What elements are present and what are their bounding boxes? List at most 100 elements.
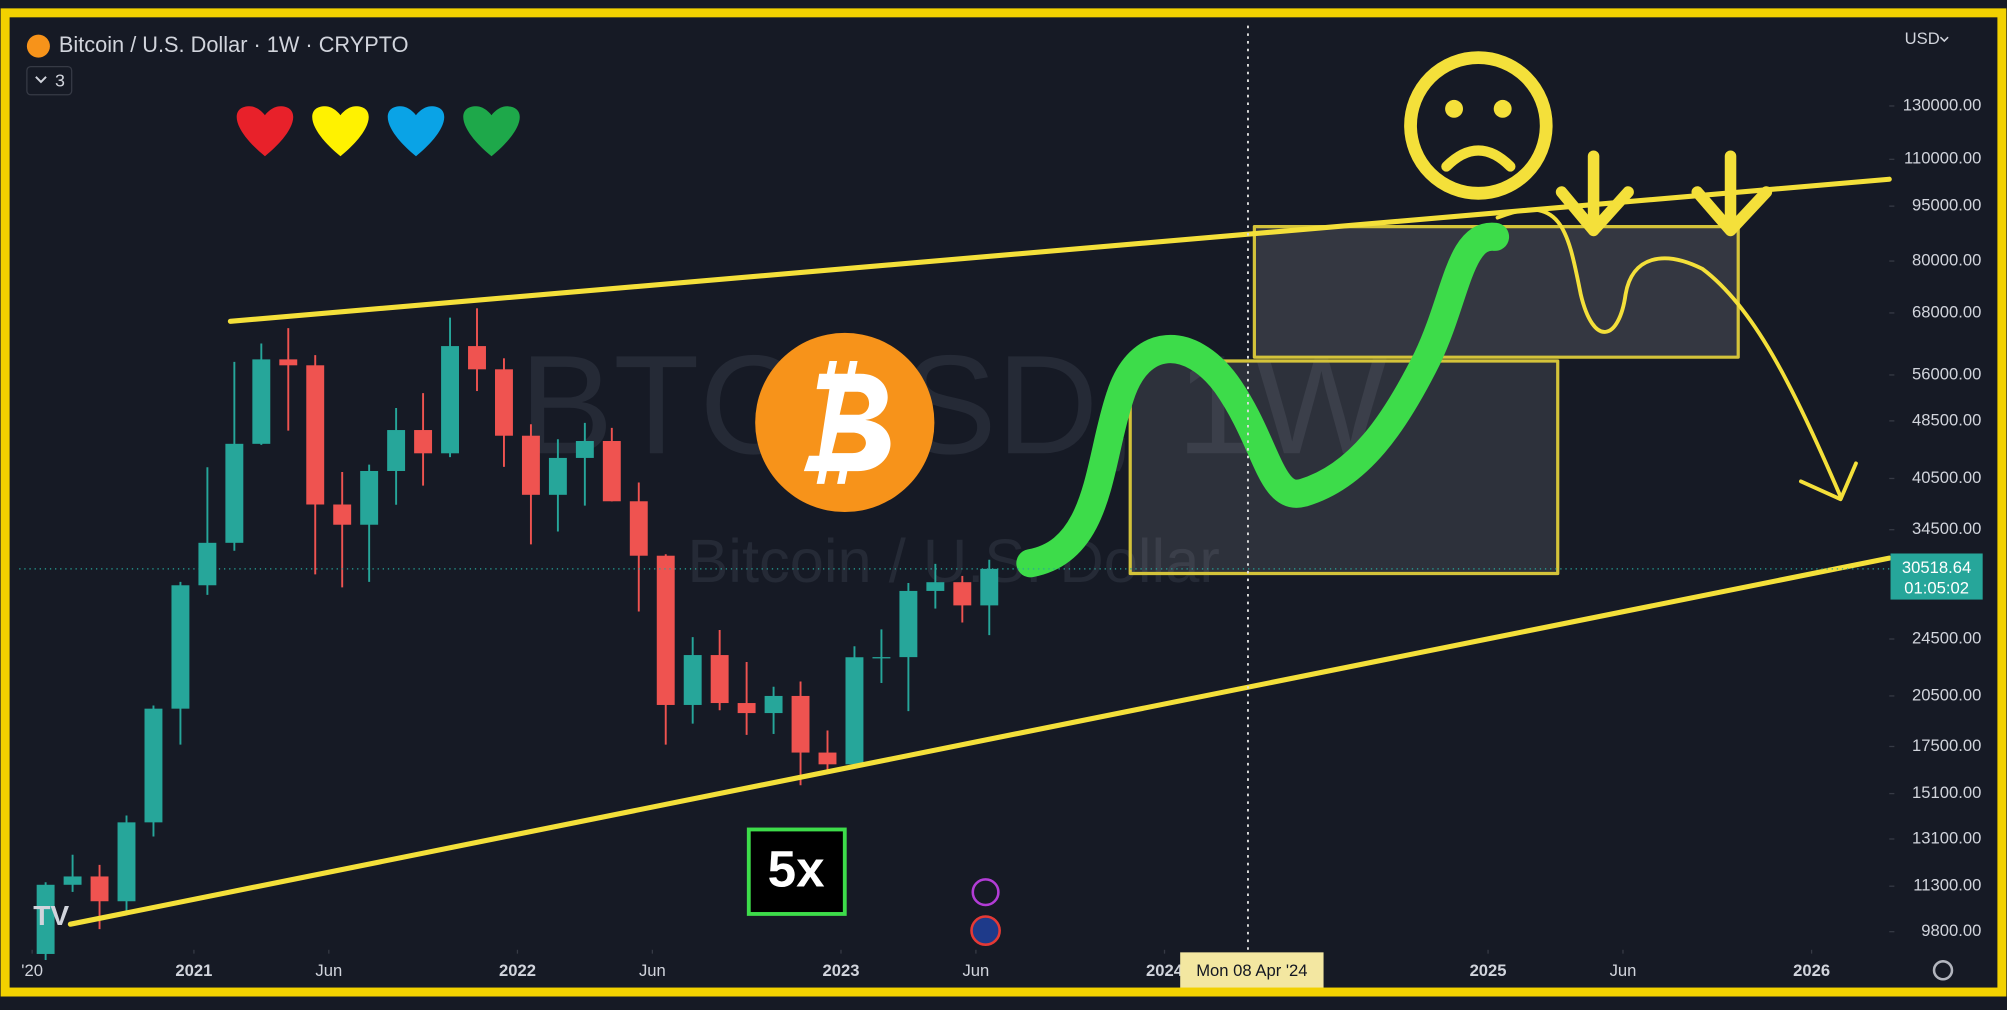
x-tick-label: 2026 [1793,961,1830,980]
candle-body [872,657,891,659]
candle-body [414,430,433,454]
candle-body [171,585,190,709]
candle-body [387,430,406,471]
countdown: 01:05:02 [1904,579,1969,598]
last-price-box [1890,553,1983,600]
candle-body [495,369,513,436]
x-tick-label: 2023 [822,961,859,980]
y-tick-label: 56000.00 [1912,364,1981,383]
crosshair-label-box [1180,952,1324,989]
candle-body [683,655,702,705]
candle-body [899,590,918,658]
candle-body [926,582,945,591]
hearts [236,106,520,157]
x-tick-label: 2024 [1146,961,1184,980]
y-tick-label: 34500.00 [1912,519,1981,538]
symbol-title: Bitcoin / U.S. Dollar · 1W · CRYPTO [59,32,409,57]
indicator-count: 3 [55,71,65,91]
x-tick-label: Jun [962,961,989,980]
trend-line [67,555,1892,927]
y-tick-label: 9800.00 [1921,921,1981,940]
candle-body [36,884,55,954]
frame [0,8,2007,997]
candle-body [629,501,648,556]
candle-body [980,568,999,606]
candle-body [710,655,729,704]
y-tick-label: 40500.00 [1912,468,1981,487]
heart [387,106,445,157]
chevron [1939,36,1949,43]
y-tick-label: 20500.00 [1912,685,1981,704]
logo: TV [33,900,69,931]
event-icon[interactable] [970,915,1001,946]
x-tick-label: '20 [21,961,43,980]
sad-face [1404,51,1553,200]
y-tick-label: 48500.00 [1912,410,1981,429]
y-tick-label: 24500.00 [1912,628,1981,647]
candle-body [333,504,352,525]
candle-body [441,346,460,454]
symbol-icon [26,34,50,58]
projection-line [1495,207,1843,499]
candle-body [279,359,298,366]
candle-body [306,365,325,505]
arrow-head [1799,461,1858,502]
settings[interactable] [1932,960,1954,981]
y-tick-label: 17500.00 [1912,736,1981,755]
candle-body [63,876,82,885]
heart [463,106,520,157]
currency[interactable]: USD [1905,29,1940,48]
candle-body [144,708,163,823]
candle-body [953,582,972,606]
candle-body [521,435,540,495]
y-tick-label: 110000.00 [1904,149,1981,168]
heart [312,106,369,157]
plot-area [36,308,999,960]
x-tick-label: Jun [1610,961,1637,980]
last-price-label: 30518.64 [1902,558,1971,577]
badge [746,827,847,916]
y-tick-label: 130000.00 [1903,95,1982,114]
arrow-down [1691,150,1773,237]
candle-body [818,752,837,765]
chevron [35,76,47,84]
y-tick-label: 68000.00 [1912,302,1981,321]
y-tick-label: 13100.00 [1912,828,1981,847]
x-tick-label: Jun [639,961,666,980]
candle-body [90,876,109,902]
projection-curve [1016,222,1510,578]
y-tick-label: 80000.00 [1912,250,1981,269]
bitcoin-glyph [803,361,891,484]
y-tick-label: 95000.00 [1912,196,1981,215]
candle-body [845,657,864,765]
sad-face-mouth [1441,145,1516,172]
bitcoin-logo [755,332,935,513]
candle-body [468,346,486,370]
sad-face-eye [1493,99,1512,118]
drawings [67,51,1892,927]
candle-body [360,470,379,525]
candle-body [548,457,567,495]
arrow-down [1555,150,1634,237]
indicator-toggle[interactable] [26,65,73,96]
candle-body [764,695,783,714]
candle-body [656,555,675,705]
candle-body [575,441,594,458]
candle-body [252,359,271,444]
candle-body [602,441,621,502]
x-tick-label: 2025 [1470,961,1507,980]
candle-body [225,443,244,543]
candle-body [198,542,217,586]
x-tick-label: 2021 [175,961,212,980]
event-icon[interactable] [971,878,1000,907]
candle-body [117,822,136,902]
y-tick-label: 11300.00 [1913,876,1981,895]
y-tick-label: 15100.00 [1912,783,1981,802]
heart [236,106,294,157]
crosshair-label: Mon 08 Apr '24 [1196,961,1307,980]
sad-face-eye [1445,99,1464,118]
badge-text: 5x [768,841,825,898]
candle-body [737,703,756,714]
